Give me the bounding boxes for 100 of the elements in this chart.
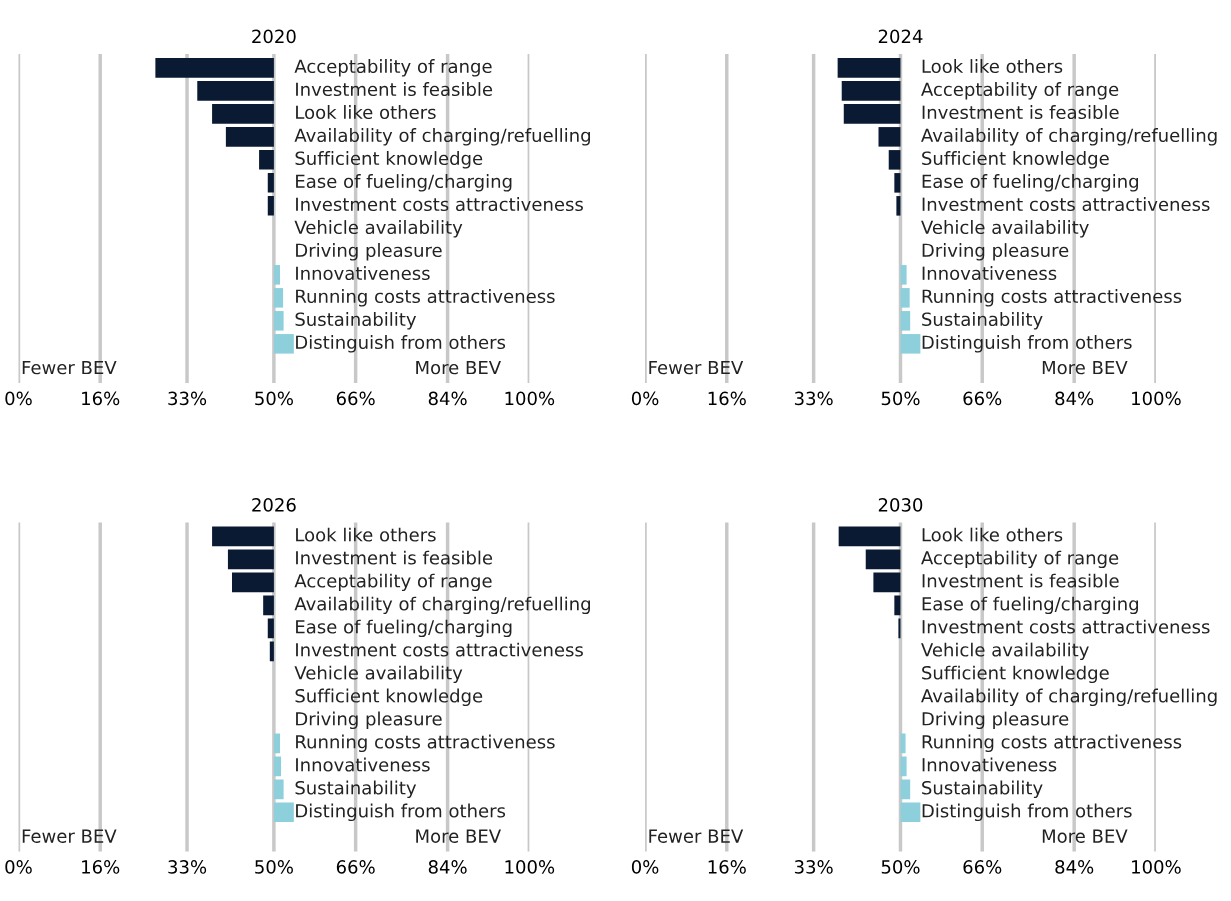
x-tick-label: 0%	[631, 860, 659, 874]
category-label: Investment is feasible	[922, 105, 1119, 120]
category-label: Sufficient knowledge	[295, 688, 483, 707]
x-tick-label: 50%	[255, 391, 293, 406]
bar	[878, 127, 901, 147]
text: More BEV	[416, 829, 501, 843]
text: Fewer BEV	[649, 829, 744, 843]
category-label: Ease of fueling/charging	[922, 596, 1138, 615]
bar	[837, 58, 901, 78]
bar	[900, 288, 910, 308]
x-tick-label: 16%	[82, 391, 120, 406]
category-label: Driving pleasure	[922, 243, 1069, 261]
bar	[894, 595, 901, 616]
category-label: Innovativeness	[922, 757, 1057, 772]
x-tick-label: 50%	[255, 860, 293, 874]
category-label: Innovativeness	[922, 266, 1057, 281]
bar	[267, 173, 274, 193]
x-tick-label: 84%	[1055, 860, 1094, 874]
x-tick-label: 33%	[794, 860, 833, 874]
category-label: Acceptability of range	[294, 59, 492, 77]
bar	[841, 81, 901, 101]
x-tick-label: 100%	[505, 860, 555, 874]
x-tick-label: 0%	[631, 391, 659, 406]
category-label: Look like others	[296, 527, 436, 542]
category-label: Vehicle availability	[921, 642, 1089, 661]
category-label: Running costs attractiveness	[922, 289, 1182, 307]
category-label: Acceptability of range	[921, 82, 1119, 100]
bar	[212, 104, 274, 124]
category-label: Investment costs attractiveness	[922, 197, 1210, 212]
bar	[273, 288, 284, 308]
category-label: Running costs attractiveness	[296, 289, 555, 307]
x-tick-label: 84%	[428, 391, 467, 406]
chart-title: 2030	[878, 498, 923, 512]
text: Fewer BEV	[649, 360, 744, 375]
x-tick-label: 50%	[881, 860, 920, 874]
x-tick-label: 0%	[5, 860, 32, 874]
category-label: Sufficient knowledge	[922, 151, 1109, 169]
bar	[197, 81, 274, 101]
bar	[263, 595, 274, 616]
x-tick-label: 84%	[1055, 391, 1094, 406]
bar	[273, 733, 281, 754]
category-label: Driving pleasure	[296, 243, 442, 261]
bar	[873, 572, 901, 593]
category-label: Distinguish from others	[922, 335, 1132, 353]
x-tick-label: 33%	[794, 391, 833, 406]
category-label: Investment costs attractiveness	[296, 197, 583, 212]
x-tick-label: 33%	[168, 391, 207, 406]
category-label: Acceptability of range	[921, 550, 1119, 569]
category-label: Ease of fueling/charging	[922, 174, 1138, 192]
text: More BEV	[1042, 360, 1128, 375]
bar	[900, 311, 911, 331]
category-label: Vehicle availability	[921, 220, 1089, 238]
category-label: Investment is feasible	[296, 550, 493, 565]
bar	[900, 756, 907, 777]
category-label: Availability of charging/refuelling	[294, 128, 590, 146]
bar	[888, 150, 901, 170]
category-label: Availability of charging/refuelling	[921, 128, 1217, 146]
category-label: Look like others	[922, 527, 1063, 542]
x-tick-label: 66%	[963, 391, 1002, 406]
bar	[155, 58, 274, 78]
bar	[900, 733, 906, 754]
category-label: Driving pleasure	[296, 711, 442, 730]
chart-title: 2026	[252, 498, 296, 512]
bar	[900, 334, 921, 354]
bar	[225, 127, 274, 147]
x-tick-label: 16%	[708, 391, 746, 406]
category-label: Sustainability	[922, 312, 1043, 330]
x-tick-label: 16%	[708, 860, 746, 874]
category-label: Vehicle availability	[294, 665, 463, 684]
bar	[273, 311, 284, 331]
category-label: Sustainability	[295, 780, 417, 799]
text: Fewer BEV	[22, 829, 117, 843]
bar	[269, 641, 274, 662]
x-tick-label: 100%	[505, 391, 555, 406]
bar	[894, 173, 901, 193]
chart-title: 2024	[878, 29, 923, 44]
bar	[273, 779, 284, 800]
x-tick-label: 100%	[1132, 391, 1181, 406]
category-label: Availability of charging/refuelling	[294, 596, 590, 615]
bar	[898, 618, 901, 639]
chart-title: 2020	[252, 29, 296, 44]
text: More BEV	[416, 360, 501, 375]
category-label: Sustainability	[922, 780, 1043, 799]
category-label: Investment costs attractiveness	[296, 642, 583, 657]
category-label: Investment is feasible	[922, 573, 1119, 588]
category-label: Investment costs attractiveness	[922, 619, 1210, 634]
category-label: Look like others	[922, 59, 1063, 74]
category-label: Look like others	[296, 105, 436, 120]
category-label: Sufficient knowledge	[922, 665, 1109, 684]
bar	[900, 265, 907, 285]
text: Fewer BEV	[22, 360, 117, 375]
bar	[900, 802, 921, 823]
category-label: Running costs attractiveness	[296, 734, 555, 753]
bar	[259, 150, 274, 170]
bar	[212, 526, 274, 547]
category-label: Acceptability of range	[294, 573, 492, 592]
x-tick-label: 84%	[428, 860, 467, 874]
bar	[267, 618, 274, 639]
category-label: Innovativeness	[296, 266, 430, 281]
bar	[896, 196, 901, 216]
